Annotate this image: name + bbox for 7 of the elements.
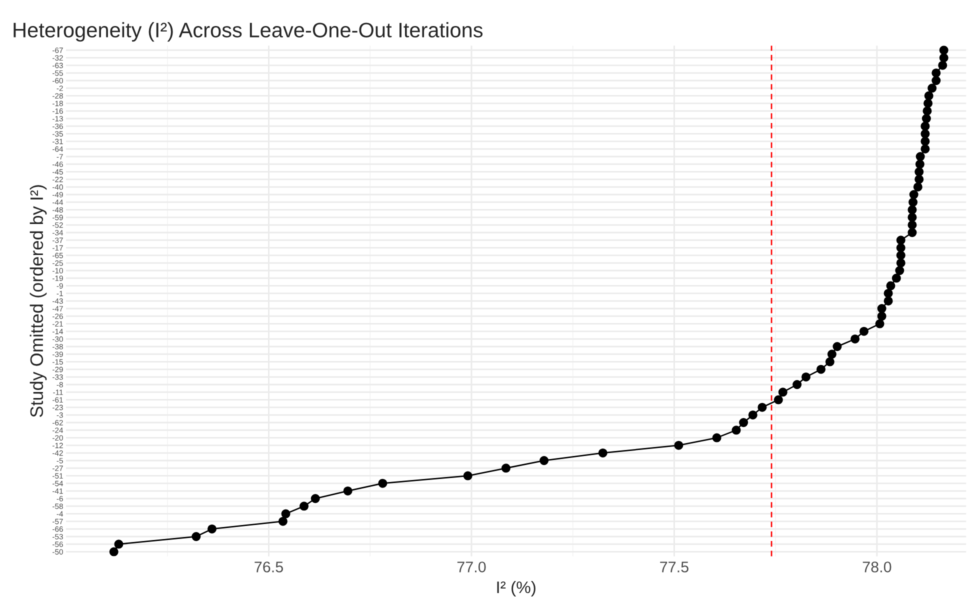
x-tick-label: 78.0 — [862, 562, 892, 572]
x-tick-label: 76.5 — [254, 562, 283, 572]
chart-title: Heterogeneity (I²) Across Leave-One-Out Iterations — [14, 22, 483, 42]
x-tick-label: 77.0 — [457, 562, 486, 572]
x-axis-title: I² (%) — [497, 580, 536, 597]
x-tick-label: 77.5 — [660, 562, 688, 572]
y-axis-title: Study Omitted (ordered by I²) — [30, 185, 47, 418]
